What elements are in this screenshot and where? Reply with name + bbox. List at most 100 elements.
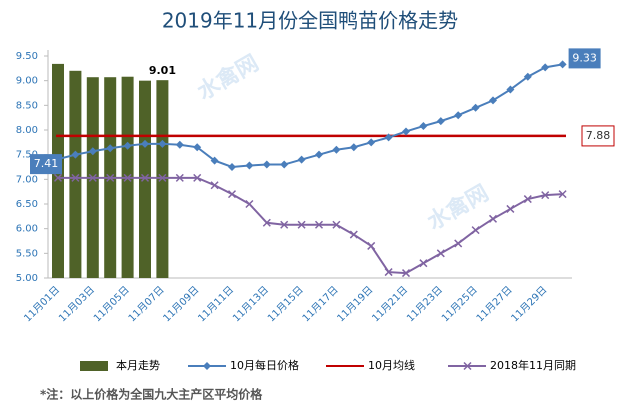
marker [436, 249, 445, 258]
marker [558, 190, 567, 199]
marker [297, 155, 306, 164]
marker [471, 226, 480, 235]
legend-swatch [80, 361, 108, 371]
y-tick-label: 8.50 [16, 100, 38, 111]
y-tick-label: 9.50 [16, 51, 38, 62]
marker [349, 143, 358, 152]
marker [280, 220, 289, 229]
y-tick-label: 8.00 [16, 125, 38, 136]
legend-label: 10月每日价格 [230, 358, 299, 372]
marker [106, 173, 115, 182]
marker [280, 160, 289, 169]
marker [175, 173, 184, 182]
marker [175, 140, 184, 149]
x-tick-label: 11月15日 [265, 284, 306, 325]
marker [523, 195, 532, 204]
marker [541, 63, 550, 72]
marker [489, 96, 497, 105]
line [57, 63, 563, 169]
marker [367, 241, 376, 250]
x-tick-label: 11月13日 [230, 284, 271, 325]
marker [367, 138, 376, 147]
value-box [581, 125, 615, 147]
x-tick-label: 11月01日 [22, 284, 63, 325]
value-label: 7.41 [34, 157, 59, 170]
watermark: 水禽网 [423, 180, 493, 236]
marker [158, 173, 167, 182]
marker [140, 173, 150, 182]
legend-label: 10月均线 [368, 358, 415, 372]
marker [506, 85, 515, 94]
marker [228, 163, 236, 171]
marker [262, 218, 271, 227]
marker [158, 139, 167, 148]
marker [297, 220, 306, 229]
marker [471, 103, 480, 112]
marker [314, 220, 324, 229]
marker [193, 143, 202, 152]
marker [71, 173, 80, 182]
x-tick-label: 11月07日 [126, 284, 167, 325]
marker [436, 117, 445, 126]
marker [88, 147, 97, 156]
bar [69, 70, 82, 278]
marker [541, 191, 550, 200]
marker [384, 133, 393, 142]
marker [488, 214, 498, 223]
value-box [568, 48, 601, 69]
marker [349, 230, 358, 239]
marker [227, 190, 237, 199]
legend-label: 2018年11月同期 [490, 358, 576, 372]
bar [139, 80, 151, 279]
marker [210, 156, 219, 165]
watermark: 水禽网 [193, 50, 263, 106]
value-label: 9.33 [572, 51, 597, 64]
marker [106, 144, 115, 153]
marker [332, 220, 341, 229]
marker [315, 150, 323, 159]
marker [419, 122, 428, 131]
y-tick-label: 6.50 [16, 199, 38, 210]
bar [156, 80, 169, 278]
y-tick-label: 5.00 [16, 273, 38, 284]
x-tick-label: 11月23日 [404, 284, 445, 325]
marker [454, 111, 463, 120]
legend-marker [463, 361, 472, 371]
x-tick-label: 11月19日 [335, 284, 376, 325]
marker [210, 181, 219, 190]
x-tick-label: 11月05日 [91, 284, 132, 325]
x-tick-label: 11月29日 [509, 284, 550, 325]
marker [419, 259, 428, 268]
x-tick-label: 11月03日 [56, 284, 97, 325]
bar-value-label: 9.01 [149, 64, 176, 77]
marker [454, 239, 463, 248]
marker [245, 161, 254, 170]
marker [123, 173, 132, 182]
x-tick-label: 11月21日 [370, 284, 411, 325]
footnote: *注：以上价格为全国九大主产区平均价格 [40, 387, 263, 402]
x-tick-label: 11月17日 [300, 284, 341, 325]
y-tick-label: 9.00 [16, 76, 38, 87]
marker [88, 173, 97, 182]
y-tick-label: 7.00 [16, 174, 38, 185]
marker [53, 173, 63, 182]
marker [245, 199, 254, 209]
value-box [30, 154, 62, 175]
x-tick-label: 11月25日 [439, 284, 480, 325]
x-tick-label: 11月27日 [474, 284, 515, 325]
legend-marker [203, 362, 211, 370]
marker [332, 145, 341, 154]
marker [401, 269, 411, 278]
value-label: 7.88 [586, 129, 611, 142]
y-tick-label: 6.00 [16, 224, 38, 235]
marker [141, 139, 149, 148]
chart-title: 2019年11月份全国鸭苗价格走势 [162, 9, 458, 33]
marker [193, 173, 202, 182]
marker [523, 72, 532, 81]
marker [506, 204, 515, 213]
y-tick-label: 5.50 [16, 248, 38, 259]
x-tick-label: 11月11日 [196, 284, 237, 325]
marker [123, 141, 132, 150]
marker [384, 268, 393, 277]
